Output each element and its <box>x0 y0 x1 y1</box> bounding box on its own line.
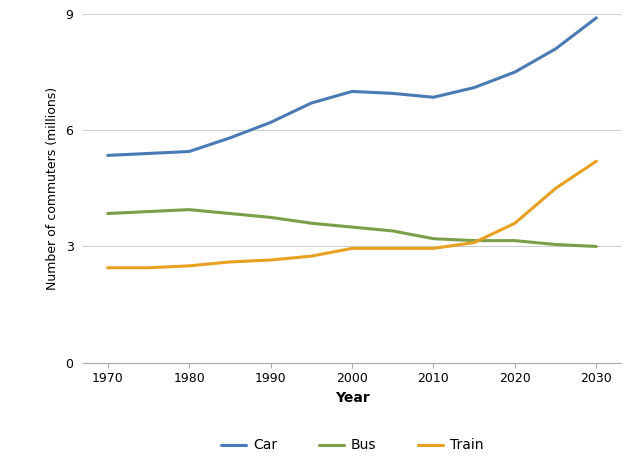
Train <box>145 265 152 271</box>
Car <box>389 91 397 96</box>
Bus <box>104 211 111 216</box>
Car <box>145 151 152 156</box>
Train <box>348 246 356 251</box>
Train <box>470 240 478 246</box>
Car <box>267 120 275 125</box>
Bus <box>429 236 437 241</box>
Bus <box>552 242 559 247</box>
Train <box>226 259 234 265</box>
Bus <box>185 207 193 213</box>
Legend: Car, Bus, Train: Car, Bus, Train <box>215 432 489 458</box>
Car <box>552 46 559 52</box>
Car <box>470 85 478 90</box>
Train <box>185 263 193 269</box>
Car <box>104 153 111 158</box>
Train <box>307 253 315 259</box>
Train <box>267 257 275 263</box>
Bus <box>348 224 356 230</box>
Train <box>429 246 437 251</box>
Bus <box>307 220 315 226</box>
Bus <box>511 238 519 244</box>
Bus <box>267 215 275 220</box>
X-axis label: Year: Year <box>335 391 369 405</box>
Train <box>552 186 559 191</box>
Bus <box>389 228 397 234</box>
Y-axis label: Number of commuters (millions): Number of commuters (millions) <box>45 87 58 290</box>
Train <box>593 159 600 164</box>
Bus <box>145 209 152 214</box>
Line: Train: Train <box>108 161 596 268</box>
Line: Bus: Bus <box>108 210 596 246</box>
Car <box>593 15 600 20</box>
Bus <box>470 238 478 244</box>
Car <box>226 135 234 141</box>
Line: Car: Car <box>108 18 596 155</box>
Car <box>429 94 437 100</box>
Car <box>348 89 356 94</box>
Bus <box>593 244 600 249</box>
Train <box>389 246 397 251</box>
Train <box>104 265 111 271</box>
Train <box>511 220 519 226</box>
Car <box>185 149 193 154</box>
Car <box>307 100 315 106</box>
Car <box>511 69 519 75</box>
Bus <box>226 211 234 216</box>
